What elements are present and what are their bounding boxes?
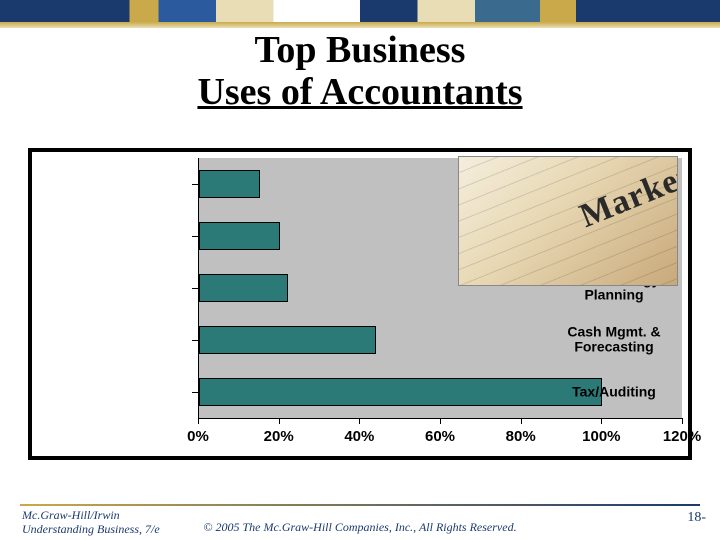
y-tick <box>192 184 198 185</box>
x-tick-label: 60% <box>425 428 455 445</box>
footer-rule <box>20 504 700 506</box>
markets-photo: Markets <box>458 156 678 286</box>
y-tick <box>192 288 198 289</box>
x-tick <box>682 418 683 424</box>
x-tick <box>521 418 522 424</box>
title-line-1: Top Business <box>0 30 720 72</box>
footer-copyright: © 2005 The Mc.Graw-Hill Companies, Inc.,… <box>0 520 720 535</box>
x-tick <box>359 418 360 424</box>
header-stripe <box>0 0 720 22</box>
x-tick-label: 100% <box>582 428 620 445</box>
category-label: Cash Mgmt. &Forecasting <box>536 325 692 356</box>
x-tick-label: 120% <box>663 428 701 445</box>
x-tick <box>440 418 441 424</box>
footer-page: 18- <box>687 510 706 526</box>
chart-frame: 0%20%40%60%80%100%120%Valuation, Merger,… <box>28 148 692 460</box>
y-tick <box>192 340 198 341</box>
bar <box>199 326 376 354</box>
x-tick <box>601 418 602 424</box>
y-tick <box>192 392 198 393</box>
bar <box>199 274 288 302</box>
title-line-2: Uses of Accountants <box>0 72 720 114</box>
x-tick-label: 40% <box>344 428 374 445</box>
y-label-panel <box>32 152 198 456</box>
category-label: Tax/Auditing <box>536 384 692 399</box>
bar <box>199 222 280 250</box>
slide-title: Top Business Uses of Accountants <box>0 30 720 114</box>
x-tick <box>279 418 280 424</box>
x-tick <box>198 418 199 424</box>
footer: Mc.Graw-Hill/Irwin Understanding Busines… <box>0 486 720 540</box>
bar <box>199 170 260 198</box>
x-tick-label: 0% <box>187 428 209 445</box>
y-tick <box>192 236 198 237</box>
x-tick-label: 20% <box>264 428 294 445</box>
x-tick-label: 80% <box>506 428 536 445</box>
